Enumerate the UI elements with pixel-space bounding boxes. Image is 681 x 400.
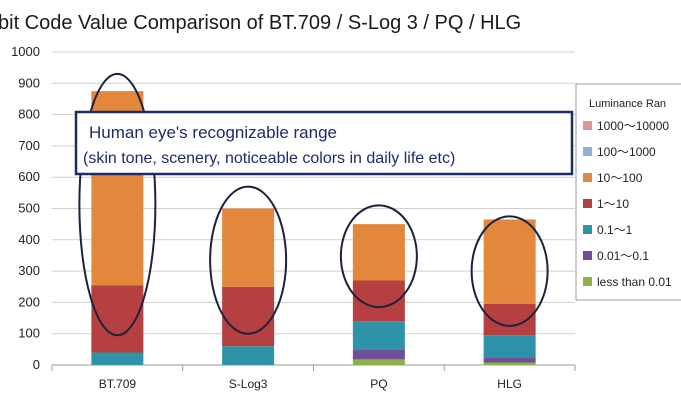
y-tick-label: 1000 — [11, 44, 40, 59]
legend-swatch — [583, 251, 592, 260]
legend-swatch — [583, 225, 592, 234]
bar-segment — [352, 349, 405, 360]
bar-segment — [483, 362, 536, 365]
x-tick-label: HLG — [497, 377, 522, 391]
legend-swatch — [583, 121, 592, 130]
legend-label: 100～1000 — [597, 145, 656, 159]
y-tick-label: 300 — [18, 263, 40, 278]
bar-segment — [222, 286, 275, 347]
y-tick-label: 700 — [18, 138, 40, 153]
legend-title: Luminance Ran — [589, 98, 666, 110]
bar-segment — [352, 321, 405, 350]
legend-swatch — [583, 199, 592, 208]
legend-box — [575, 83, 681, 301]
x-axis: BT.709 S-Log3 PQ HLG — [51, 365, 576, 391]
legend: Luminance Ran 1000～10000 100～1000 10～100 1～… — [575, 83, 681, 301]
annotation-box — [74, 110, 574, 176]
x-tick-label: S-Log3 — [229, 377, 268, 391]
y-tick-label: 900 — [18, 75, 40, 90]
bar-segment — [222, 346, 275, 365]
legend-items: 1000～10000 100～1000 10～100 1～10 0.1～1 0.01～0.… — [583, 119, 672, 289]
annotation-line-2: (skin tone, scenery, noticeable colors i… — [83, 150, 455, 167]
highlight-ellipse — [78, 72, 157, 337]
y-tick-label: 100 — [18, 326, 40, 341]
legend-label: 10～100 — [597, 171, 643, 185]
y-tick-label: 0 — [33, 357, 40, 372]
highlight-ellipse — [209, 185, 288, 335]
legend-label: less than 0.01 — [597, 275, 672, 289]
bar-segment — [222, 208, 275, 287]
y-tick-label: 800 — [18, 107, 40, 122]
bar-segment — [483, 335, 536, 358]
y-axis: 0 100 200 300 400 500 600 700 800 900 1000 — [11, 44, 40, 372]
legend-label: 0.01～0.1 — [597, 249, 649, 263]
x-tick-label: PQ — [370, 377, 387, 391]
annotation-callout: Human eye's recognizable range (skin ton… — [74, 110, 574, 176]
annotation-line-1: Human eye's recognizable range — [89, 123, 337, 142]
chart-title: bit Code Value Comparison of BT.709 / S-… — [0, 12, 521, 34]
legend-swatch — [583, 277, 592, 286]
legend-swatch — [583, 147, 592, 156]
highlight-ellipse — [470, 215, 549, 327]
y-tick-label: 600 — [18, 169, 40, 184]
y-tick-label: 200 — [18, 294, 40, 309]
bar-segment — [352, 359, 405, 365]
x-tick-label: BT.709 — [99, 377, 137, 391]
legend-label: 1～10 — [597, 197, 629, 211]
legend-label: 0.1～1 — [597, 223, 633, 237]
bar-segment — [483, 219, 536, 304]
y-tick-label: 400 — [18, 232, 40, 247]
bar-segment — [352, 224, 405, 281]
bar-segment — [91, 352, 144, 365]
bar-segment — [483, 357, 536, 363]
highlight-ellipse — [339, 204, 418, 309]
y-tick-label: 500 — [18, 201, 40, 216]
legend-label: 1000～10000 — [597, 119, 669, 133]
highlight-ellipses — [78, 72, 549, 337]
legend-swatch — [583, 173, 592, 182]
